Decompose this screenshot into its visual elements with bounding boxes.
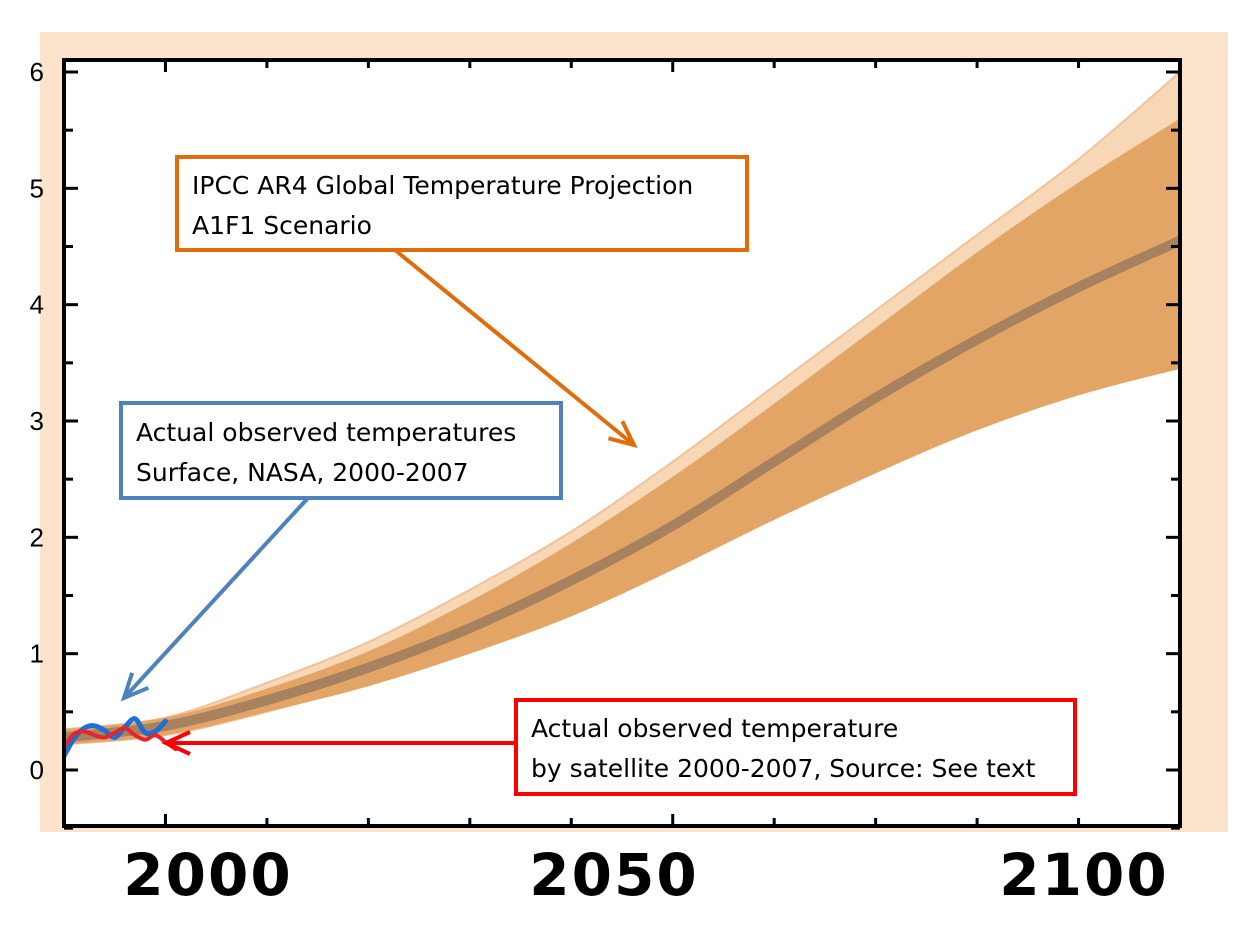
nasa-callout-box (119, 401, 563, 500)
x-tick-label: 2100 (999, 841, 1168, 909)
projection-inner-band (64, 118, 1180, 745)
nasa-callout-line: Actual observed temperatures (136, 418, 516, 447)
y-tick-label: 4 (30, 290, 44, 320)
satellite-arrow-head (161, 730, 191, 756)
ipcc-callout: IPCC AR4 Global Temperature Projection A1… (175, 155, 749, 449)
y-tick-label: 3 (30, 406, 44, 436)
ipcc-callout-box (175, 155, 749, 252)
nasa-callout: Actual observed temperatures Surface, NAS… (119, 401, 563, 702)
x-tick-label: 2000 (123, 841, 292, 909)
plot-frame (62, 58, 1182, 828)
y-tick-label: 6 (30, 57, 44, 87)
satellite-callout-line: by satellite 2000-2007, Source: See text (531, 754, 1036, 783)
ipcc-callout-line: A1F1 Scenario (192, 211, 372, 240)
ipcc-callout-line: IPCC AR4 Global Temperature Projection (192, 171, 693, 200)
nasa-arrow-line (122, 496, 310, 700)
y-tick-label: 5 (30, 173, 44, 203)
y-tick-label: 0 (30, 755, 44, 785)
x-tick-label: 2050 (529, 841, 698, 909)
nasa-arrow-head (120, 672, 150, 702)
satellite-callout: Actual observed temperature by satellite … (161, 698, 1077, 796)
ipcc-arrow-head (607, 420, 638, 449)
satellite-callout-box (514, 698, 1077, 796)
nasa-callout-line: Surface, NASA, 2000-2007 (136, 458, 469, 487)
y-tick-label: 2 (30, 522, 44, 552)
satellite-observed-line (64, 726, 178, 752)
ipcc-arrow-line (393, 248, 636, 447)
satellite-callout-line: Actual observed temperature (531, 714, 898, 743)
y-tick-label: 1 (30, 639, 44, 669)
projection-mean-line (64, 235, 1180, 743)
